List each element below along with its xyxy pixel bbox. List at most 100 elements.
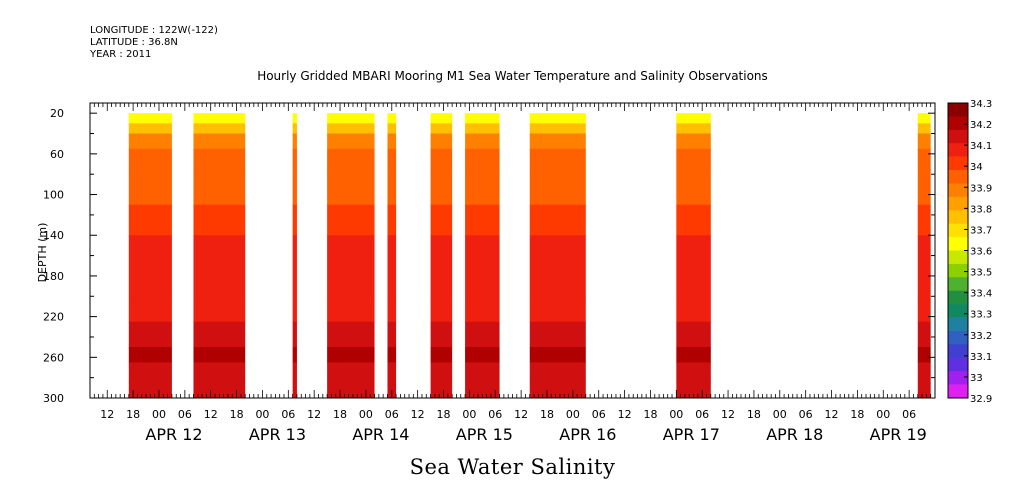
salinity-band bbox=[193, 235, 246, 297]
salinity-band bbox=[327, 296, 375, 323]
observation-window bbox=[529, 113, 586, 399]
salinity-band bbox=[193, 113, 246, 124]
salinity-band bbox=[430, 235, 453, 297]
colorbar-tick-label: 34.2 bbox=[970, 120, 992, 131]
salinity-band bbox=[292, 296, 297, 323]
y-tick-label: 60 bbox=[50, 148, 64, 161]
x-hour-tick-label: 06 bbox=[799, 408, 813, 421]
salinity-band bbox=[430, 362, 453, 384]
salinity-band bbox=[128, 296, 172, 323]
salinity-band bbox=[430, 123, 453, 135]
colorbar-swatch bbox=[948, 210, 968, 224]
salinity-band bbox=[128, 123, 172, 135]
observation-window bbox=[676, 113, 711, 399]
x-hour-tick-label: 18 bbox=[230, 408, 244, 421]
colorbar-swatch bbox=[948, 103, 968, 117]
x-hour-tick-label: 06 bbox=[385, 408, 399, 421]
y-tick-label: 300 bbox=[43, 392, 64, 405]
x-hour-tick-label: 12 bbox=[100, 408, 114, 421]
salinity-band bbox=[327, 169, 375, 206]
x-hour-tick-label: 12 bbox=[721, 408, 735, 421]
y-tick-label: 140 bbox=[43, 229, 64, 242]
salinity-band bbox=[676, 148, 711, 170]
colorbar-swatch bbox=[948, 371, 968, 385]
x-hour-tick-label: 06 bbox=[281, 408, 295, 421]
x-hour-tick-label: 00 bbox=[876, 408, 890, 421]
salinity-band bbox=[676, 123, 711, 135]
x-date-label: APR 18 bbox=[766, 425, 823, 444]
colorbar-swatch bbox=[948, 384, 968, 399]
salinity-band bbox=[128, 113, 172, 124]
y-tick-label: 220 bbox=[43, 311, 64, 324]
colorbar-tick-label: 33.7 bbox=[970, 225, 992, 236]
colorbar-swatch bbox=[948, 170, 968, 184]
salinity-band bbox=[193, 133, 246, 150]
observation-window bbox=[430, 113, 453, 399]
salinity-band bbox=[465, 235, 500, 297]
x-hour-tick-label: 00 bbox=[566, 408, 580, 421]
salinity-band bbox=[387, 123, 397, 135]
colorbar-swatch bbox=[948, 317, 968, 332]
x-hour-tick-label: 12 bbox=[204, 408, 218, 421]
observation-window bbox=[387, 113, 397, 399]
chart-title: Hourly Gridded MBARI Mooring M1 Sea Wate… bbox=[257, 69, 768, 83]
x-hour-tick-label: 00 bbox=[359, 408, 373, 421]
salinity-band bbox=[529, 133, 586, 150]
colorbar-tick-label: 32.9 bbox=[970, 394, 992, 405]
colorbar-swatch bbox=[948, 344, 968, 359]
salinity-band bbox=[465, 362, 500, 384]
x-date-label: APR 17 bbox=[663, 425, 720, 444]
salinity-band bbox=[465, 169, 500, 206]
salinity-band bbox=[387, 133, 397, 150]
salinity-band bbox=[430, 321, 453, 348]
salinity-band bbox=[387, 296, 397, 323]
colorbar-swatch bbox=[948, 277, 968, 292]
colorbar-tick-label: 33.8 bbox=[970, 204, 992, 215]
x-hour-tick-label: 06 bbox=[592, 408, 606, 421]
longitude-label: LONGITUDE : 122W(-122) bbox=[90, 25, 218, 36]
y-tick-label: 100 bbox=[43, 189, 64, 202]
variable-title: Sea Water Salinity bbox=[409, 455, 616, 479]
salinity-band bbox=[430, 169, 453, 206]
salinity-band bbox=[193, 296, 246, 323]
x-hour-tick-label: 06 bbox=[178, 408, 192, 421]
colorbar-tick-label: 34.3 bbox=[970, 99, 992, 110]
colorbar-swatch bbox=[948, 290, 968, 305]
colorbar-swatch bbox=[948, 116, 968, 131]
salinity-band bbox=[430, 113, 453, 124]
salinity-band bbox=[292, 113, 297, 124]
x-hour-tick-label: 12 bbox=[618, 408, 632, 421]
salinity-band bbox=[128, 204, 172, 236]
colorbar-swatch bbox=[948, 263, 968, 278]
salinity-band bbox=[917, 362, 931, 384]
salinity-band bbox=[387, 347, 397, 363]
y-tick-label: 20 bbox=[50, 107, 64, 120]
salinity-band bbox=[917, 321, 931, 348]
colorbar-tick-label: 34 bbox=[970, 162, 983, 173]
x-hour-tick-label: 18 bbox=[333, 408, 347, 421]
salinity-band bbox=[676, 204, 711, 236]
y-tick-label: 260 bbox=[43, 351, 64, 364]
x-hour-tick-label: 18 bbox=[643, 408, 657, 421]
salinity-band bbox=[917, 133, 931, 150]
salinity-band bbox=[676, 113, 711, 124]
salinity-band bbox=[917, 169, 931, 206]
salinity-band bbox=[327, 133, 375, 150]
salinity-band bbox=[529, 113, 586, 124]
salinity-band bbox=[430, 347, 453, 363]
colorbar-swatch bbox=[948, 196, 968, 211]
salinity-band bbox=[529, 382, 586, 399]
salinity-band bbox=[529, 235, 586, 297]
colorbar-tick-label: 33.1 bbox=[970, 352, 992, 363]
x-hour-tick-label: 00 bbox=[255, 408, 269, 421]
x-hour-tick-label: 00 bbox=[773, 408, 787, 421]
observation-window bbox=[327, 113, 375, 399]
colorbar-tick-label: 33.4 bbox=[970, 289, 992, 300]
colorbar-swatch bbox=[948, 357, 968, 372]
colorbar-tick-label: 33 bbox=[970, 373, 983, 384]
salinity-band bbox=[430, 148, 453, 170]
salinity-band bbox=[917, 148, 931, 170]
x-date-label: APR 13 bbox=[249, 425, 306, 444]
x-hour-tick-label: 00 bbox=[669, 408, 683, 421]
salinity-band bbox=[529, 296, 586, 323]
